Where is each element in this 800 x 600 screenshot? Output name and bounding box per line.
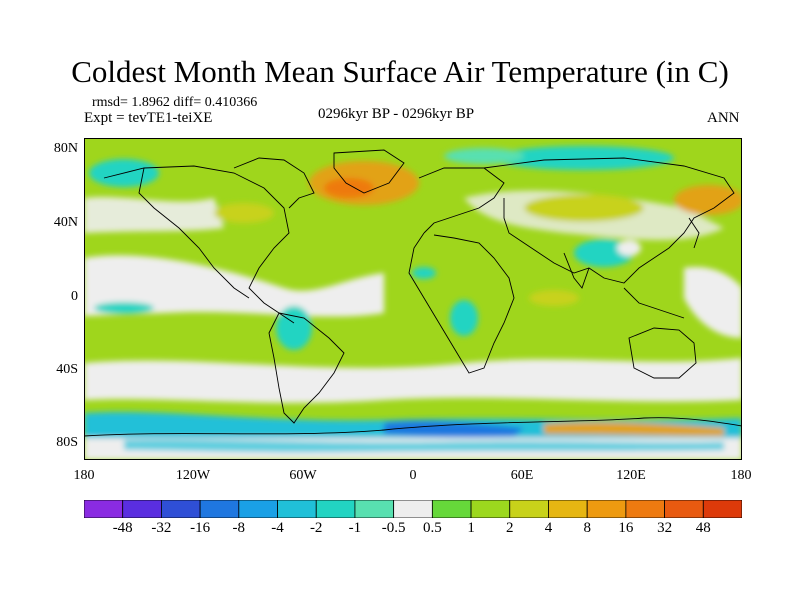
coastlines xyxy=(84,149,742,437)
map-frame xyxy=(84,138,742,460)
colorbar-swatch xyxy=(625,500,665,518)
season-text: ANN xyxy=(707,110,740,126)
lon-label-60e: 60E xyxy=(510,468,534,483)
colorbar-swatch xyxy=(431,500,472,518)
colorbar-tick-label: -0.5 xyxy=(381,520,406,536)
colorbar-swatch xyxy=(509,500,549,518)
colorbar-tick-label: -32 xyxy=(151,520,172,536)
colorbar-swatch xyxy=(122,500,162,518)
experiment-text: Expt = tevTE1-teiXE xyxy=(84,110,213,126)
colorbar-swatch xyxy=(548,500,588,518)
colorbar-tick-label: 1 xyxy=(467,520,475,536)
colorbar-swatch xyxy=(199,500,240,518)
lon-label-60w: 60W xyxy=(289,468,317,483)
lon-label-180e: 180 xyxy=(730,468,752,483)
colorbar-tick-label: 16 xyxy=(618,520,634,536)
colorbar-swatch xyxy=(84,500,124,518)
colorbar-tick-label: 2 xyxy=(506,520,514,536)
colorbar-swatch xyxy=(393,500,433,518)
colorbar-tick-label: 8 xyxy=(583,520,591,536)
colorbar-tick-label: -16 xyxy=(190,520,211,536)
lat-label-40n: 40N xyxy=(53,215,78,230)
lon-label-0: 0 xyxy=(409,468,417,483)
lon-label-120w: 120W xyxy=(175,468,211,483)
lat-label-40s: 40S xyxy=(56,362,78,377)
colorbar-swatch xyxy=(354,500,395,518)
lat-label-80s: 80S xyxy=(56,435,78,450)
temperature-field xyxy=(84,146,742,460)
colorbar-swatch xyxy=(277,500,317,518)
lat-label-80n: 80N xyxy=(53,141,78,156)
colorbar-tick-label: -1 xyxy=(348,520,362,536)
colorbar-tick-label: 4 xyxy=(544,520,553,536)
colorbar-swatch xyxy=(586,500,627,518)
stats-text: rmsd= 1.8962 diff= 0.410366 xyxy=(92,95,258,110)
colorbar-tick-label: -48 xyxy=(112,520,133,536)
colorbar-swatch xyxy=(238,500,278,518)
colorbar xyxy=(84,500,742,518)
colorbar-tick-label: -4 xyxy=(271,520,284,536)
temperature-map xyxy=(84,138,742,460)
lat-label-0: 0 xyxy=(71,289,78,304)
colorbar-swatch xyxy=(315,500,356,518)
colorbar-swatch xyxy=(161,500,201,518)
colorbar-swatch xyxy=(664,500,704,518)
colorbar-swatch xyxy=(470,500,511,518)
colorbar-tick-label: 0.5 xyxy=(423,520,442,536)
colorbar-tick-label: 48 xyxy=(695,520,711,536)
colorbar-tick-label: -2 xyxy=(309,520,323,536)
map-title: Coldest Month Mean Surface Air Temperatu… xyxy=(71,54,729,89)
colorbar-swatch xyxy=(702,500,742,518)
lon-label-120e: 120E xyxy=(616,468,646,483)
colorbar-tick-label: 32 xyxy=(657,520,673,536)
colorbar-tick-label: -8 xyxy=(232,520,246,536)
period-text: 0296kyr BP - 0296kyr BP xyxy=(318,106,475,122)
lon-label-180w: 180 xyxy=(73,468,95,483)
